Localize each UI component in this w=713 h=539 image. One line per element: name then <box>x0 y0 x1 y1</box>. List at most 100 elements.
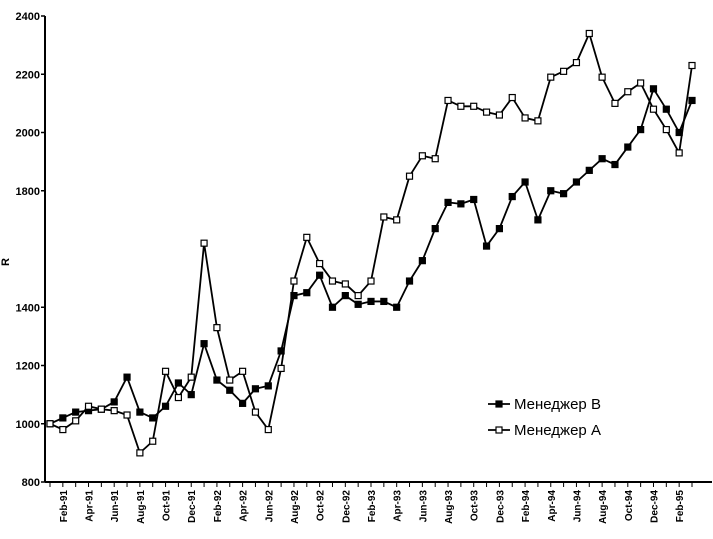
data-point <box>521 114 529 122</box>
data-point <box>559 67 568 75</box>
x-tick-label: Feb-93 <box>367 490 378 523</box>
legend-marker <box>495 426 503 434</box>
y-tick-label: 1200 <box>16 361 40 373</box>
x-tick-label: Apr-94 <box>547 490 558 522</box>
data-point <box>161 402 170 410</box>
y-tick-label: 2000 <box>16 128 40 140</box>
data-point <box>662 105 670 113</box>
legend-label: Менеджер А <box>514 422 601 439</box>
data-point <box>572 58 581 67</box>
x-tick-label: Dec-91 <box>187 490 198 523</box>
data-point <box>547 187 555 195</box>
data-point <box>341 280 349 288</box>
x-tick-label: Dec-92 <box>341 490 352 523</box>
data-point <box>637 79 645 87</box>
data-point <box>380 213 388 221</box>
data-point <box>598 73 606 81</box>
x-tick-label: Dec-93 <box>495 490 506 523</box>
x-tick-label: Oct-93 <box>470 490 481 522</box>
series-line <box>49 32 693 454</box>
data-point <box>264 425 272 434</box>
data-point <box>72 408 80 416</box>
x-tick-label: Dec-94 <box>649 490 660 523</box>
data-point <box>405 277 414 285</box>
data-point <box>354 300 362 308</box>
data-point <box>110 407 118 415</box>
data-point <box>59 414 67 422</box>
data-point <box>239 367 247 375</box>
data-point <box>457 102 465 110</box>
data-point <box>200 239 208 247</box>
data-point <box>290 277 298 285</box>
data-point <box>316 259 324 268</box>
data-point <box>393 216 401 224</box>
data-point <box>136 449 144 457</box>
data-point <box>367 297 375 306</box>
x-tick-label: Feb-91 <box>59 490 70 523</box>
data-point <box>393 303 401 311</box>
x-tick-label: Aug-92 <box>290 490 301 524</box>
data-point <box>380 297 388 306</box>
data-point <box>444 96 452 105</box>
data-point <box>611 160 619 169</box>
y-tick-label: 2200 <box>16 69 40 81</box>
data-point <box>97 405 105 413</box>
data-point <box>213 324 221 332</box>
data-point <box>123 373 131 381</box>
data-point <box>174 379 182 387</box>
data-point <box>251 385 260 393</box>
series-a <box>46 29 696 457</box>
x-tick-label: Aug-93 <box>444 490 455 524</box>
data-point <box>187 391 195 399</box>
axes: 800 1000 1200 1400 1800 2000 2200 2400 R Feb-91 Ap… <box>0 11 712 524</box>
data-point <box>585 29 593 38</box>
data-point <box>559 190 568 198</box>
data-point <box>161 367 170 375</box>
x-tick-label: Jun-93 <box>418 490 429 523</box>
data-point <box>328 303 337 311</box>
y-tick-label: 800 <box>22 477 40 489</box>
data-point <box>675 149 683 157</box>
data-point <box>303 289 311 297</box>
data-point <box>688 96 696 105</box>
data-point <box>72 417 80 425</box>
y-tick-label: 1800 <box>16 186 40 198</box>
data-point <box>174 393 182 402</box>
data-point <box>110 398 118 406</box>
data-point <box>187 373 195 381</box>
data-point <box>59 425 67 434</box>
x-tick-label: Feb-92 <box>213 490 224 523</box>
data-point <box>457 200 465 208</box>
data-point <box>431 155 439 163</box>
x-tick-label: Aug-91 <box>136 490 147 524</box>
data-point <box>303 233 311 241</box>
data-point <box>84 402 93 410</box>
data-point <box>123 411 131 419</box>
x-tick-label: Apr-92 <box>239 490 250 522</box>
y-tick-label: 2400 <box>16 11 40 23</box>
data-point <box>649 85 658 93</box>
data-point <box>662 125 670 134</box>
data-point <box>598 155 606 163</box>
data-point <box>149 414 157 422</box>
series-layer <box>46 29 696 457</box>
data-point <box>200 340 208 348</box>
x-tick-label: Feb-94 <box>521 490 532 523</box>
data-point <box>251 408 260 416</box>
data-point <box>508 93 516 102</box>
data-point <box>547 73 555 81</box>
data-point <box>239 399 247 407</box>
data-point <box>495 111 503 119</box>
data-point <box>534 216 542 224</box>
data-point <box>136 408 144 416</box>
data-point <box>624 88 632 96</box>
x-tick-label: Jun-94 <box>572 490 583 523</box>
data-point <box>405 172 414 180</box>
data-point <box>418 257 426 265</box>
legend-label: Менеджер В <box>514 396 601 413</box>
data-point <box>508 192 516 201</box>
x-tick-label: Apr-91 <box>85 490 96 522</box>
data-point <box>637 125 645 134</box>
data-point <box>328 277 337 285</box>
